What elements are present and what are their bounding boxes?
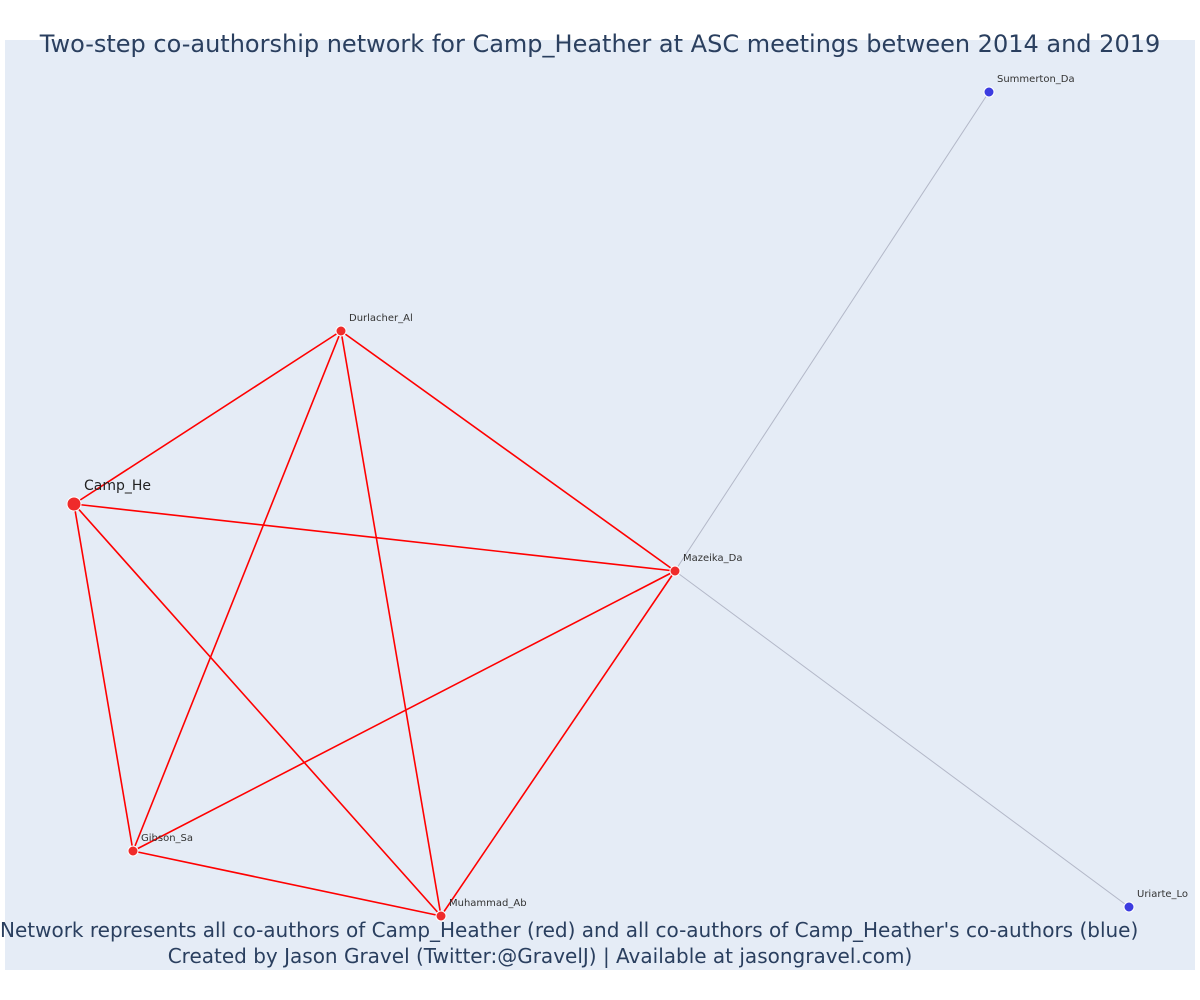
chart-title: Two-step co-authorship network for Camp_… (39, 30, 1161, 58)
edge-camp-he-muhammad-ab (73, 503, 442, 917)
node-label-camp-he: Camp_He (84, 478, 151, 494)
node-label-gibson-sa: Gibson_Sa (141, 833, 193, 844)
nodes-layer (66, 86, 1135, 922)
node-uriarte-lo[interactable] (1123, 901, 1135, 913)
node-muhammad-ab[interactable] (435, 910, 447, 922)
node-mazeika-da[interactable] (669, 565, 681, 577)
node-durlacher-al[interactable] (335, 325, 347, 337)
node-camp-he[interactable] (66, 496, 82, 512)
caption-line-2: Created by Jason Gravel (Twitter:@Gravel… (167, 944, 913, 968)
edge-durlacher-al-gibson-sa (132, 330, 342, 852)
edge-mazeika-da-muhammad-ab (440, 570, 676, 917)
node-label-mazeika-da: Mazeika_Da (683, 553, 743, 564)
edge-camp-he-mazeika-da (73, 503, 676, 572)
edge-durlacher-al-mazeika-da (340, 330, 676, 572)
edge-camp-he-durlacher-al (73, 330, 342, 505)
labels-layer: Camp_He Durlacher_Al Mazeika_Da Gibson_Sa Mu… (84, 74, 1188, 909)
node-label-muhammad-ab: Muhammad_Ab (449, 898, 527, 909)
node-gibson-sa[interactable] (127, 845, 139, 857)
node-summerton-da[interactable] (983, 86, 995, 98)
node-label-durlacher-al: Durlacher_Al (349, 313, 413, 324)
edge-mazeika-da-summerton-da (674, 91, 990, 572)
edge-gibson-sa-muhammad-ab (132, 850, 442, 917)
node-label-uriarte-lo: Uriarte_Lo (1137, 889, 1188, 900)
node-label-summerton-da: Summerton_Da (997, 74, 1075, 85)
edges-layer (73, 91, 1130, 917)
caption-line-1: Network represents all co-authors of Cam… (0, 918, 1139, 942)
edge-camp-he-gibson-sa (73, 503, 134, 852)
edge-mazeika-da-gibson-sa (132, 570, 676, 852)
edge-durlacher-al-muhammad-ab (340, 330, 442, 917)
edge-mazeika-da-uriarte-lo (674, 570, 1130, 908)
